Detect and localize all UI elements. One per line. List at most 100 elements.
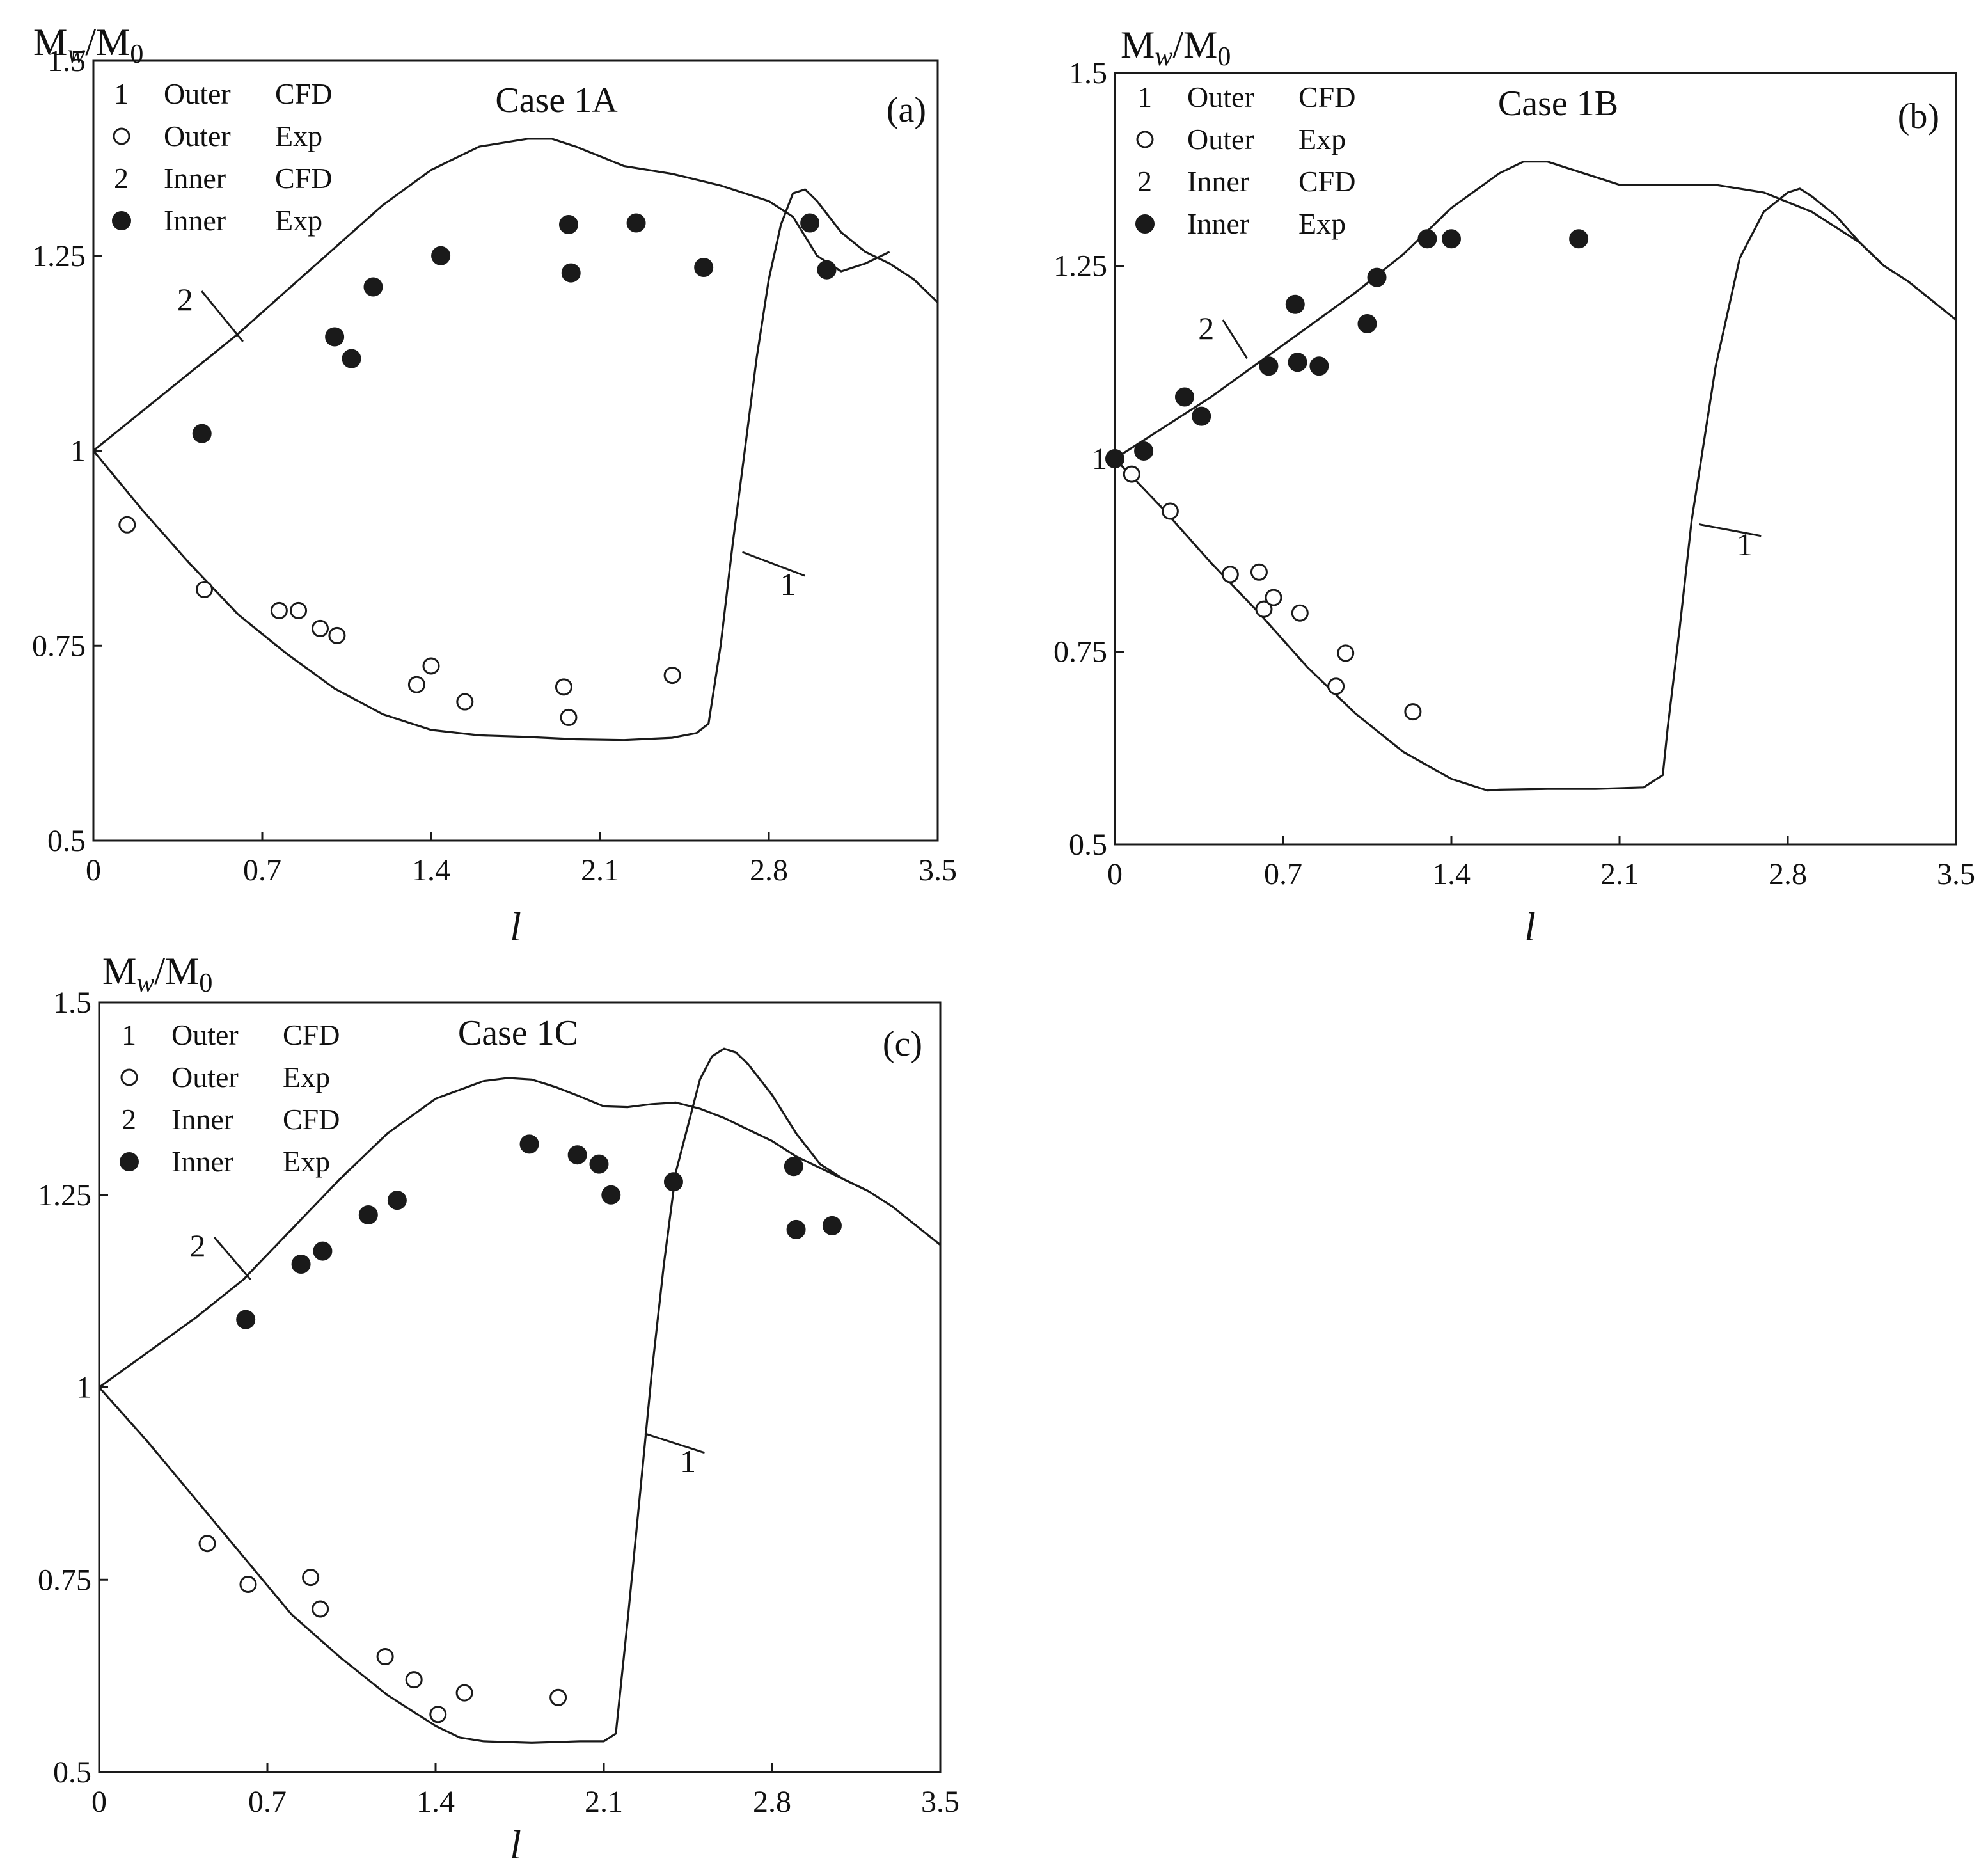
legend-side: Inner (171, 1145, 233, 1178)
outer-exp-point (1161, 502, 1179, 520)
inner-exp-point (1569, 229, 1589, 249)
inner-exp-point (325, 327, 345, 347)
outer-exp-point (290, 601, 308, 619)
legend-side: Outer (164, 77, 231, 110)
legend-open-marker (1136, 131, 1154, 148)
x-tick-label: 2.1 (585, 1785, 623, 1819)
x-ticks: 0 0.7 1.4 2.1 2.8 3.5 (1107, 836, 1975, 891)
legend-open-marker (113, 127, 130, 145)
outer-exp-point (456, 693, 474, 711)
x-axis-title: l (1524, 904, 1536, 949)
panel-c: Mw/M0 Case 1C (c) l 1 Outer CFD Outer Exp 2 In… (38, 950, 959, 1867)
inner-exp-point (192, 424, 212, 443)
outer-cfd-label-leader (1698, 523, 1762, 537)
inner-exp-point (313, 1241, 333, 1261)
outer-exp-point (118, 516, 136, 534)
x-tick-label: 0 (86, 853, 101, 887)
y-tick-label: 1.25 (1053, 250, 1107, 283)
x-tick-label: 1.4 (416, 1785, 455, 1819)
inner-exp-point (1442, 229, 1461, 249)
outer-exp-point (1337, 644, 1355, 662)
outer-cfd-label: 1 (680, 1443, 696, 1479)
legend-filled-marker (1135, 214, 1155, 234)
case-title: Case 1C (458, 1013, 578, 1053)
y-tick-label: 0.5 (47, 824, 86, 858)
inner-cfd-line (92, 138, 890, 452)
x-tick-label: 3.5 (921, 1785, 959, 1819)
y-axis-title: Mw/M0 (1121, 24, 1231, 72)
outer-exp-point (270, 601, 288, 619)
outer-exp-point (455, 1684, 473, 1702)
outer-exp-point (302, 1569, 320, 1587)
outer-cfd-line (1114, 187, 1957, 792)
panel-label: (a) (887, 90, 926, 130)
legend-kind: Exp (275, 204, 322, 237)
x-ticks: 0 0.7 1.4 2.1 2.8 3.5 (91, 1763, 959, 1819)
legend-kind: CFD (1298, 81, 1355, 113)
inner-cfd-label: 2 (177, 281, 193, 317)
legend-kind: CFD (283, 1018, 340, 1051)
x-axis-title: l (510, 1822, 521, 1867)
y-tick-label: 1.5 (47, 44, 86, 78)
x-tick-label: 1.4 (412, 853, 450, 887)
outer-exp-point (328, 626, 346, 644)
x-tick-label: 2.1 (581, 853, 619, 887)
inner-exp-point (1288, 353, 1307, 372)
inner-exp-point (1105, 449, 1124, 468)
y-ticks: 0.5 0.75 1 1.25 1.5 (1053, 56, 1124, 862)
inner-exp-point (558, 214, 578, 234)
y-tick-label: 0.75 (32, 629, 86, 663)
legend: 1 Outer CFD Outer Exp 2 Inner CFD Inner Exp (112, 77, 332, 237)
legend-kind: CFD (275, 77, 332, 110)
inner-cfd-label: 2 (1198, 310, 1214, 346)
outer-exp-point (549, 1688, 567, 1706)
outer-cfd-label: 1 (780, 566, 796, 602)
outer-cfd-label-leader (741, 551, 805, 577)
inner-exp-point (800, 213, 820, 233)
legend-side: Inner (171, 1103, 233, 1136)
legend-open-marker (120, 1068, 138, 1086)
legend-side: Outer (1187, 81, 1254, 113)
y-tick-label: 1 (1092, 442, 1107, 476)
x-tick-label: 2.1 (1600, 857, 1639, 891)
inner-exp-point (784, 1157, 803, 1177)
inner-cfd-label-leader (201, 290, 244, 342)
inner-exp-point (786, 1219, 806, 1239)
outer-exp-point (405, 1671, 423, 1689)
y-tick-label: 1.5 (1069, 56, 1107, 90)
x-tick-label: 2.8 (1769, 857, 1807, 891)
outer-exp-point (1255, 600, 1273, 618)
inner-cfd-label-leader (213, 1237, 251, 1281)
y-axis-title: Mw/M0 (102, 950, 212, 998)
inner-exp-point (663, 1172, 683, 1192)
x-ticks: 0 0.7 1.4 2.1 2.8 3.5 (86, 832, 957, 887)
inner-exp-point (1134, 441, 1154, 461)
inner-exp-point (431, 246, 451, 265)
inner-exp-point (694, 258, 714, 278)
outer-exp-point (1123, 465, 1140, 483)
legend-kind: Exp (283, 1145, 330, 1178)
inner-exp-point (817, 260, 837, 280)
outer-exp-point (195, 580, 213, 598)
inner-exp-point (291, 1255, 311, 1274)
case-title: Case 1A (495, 81, 618, 120)
legend-number: 2 (1137, 165, 1152, 198)
panel-label: (c) (883, 1024, 922, 1064)
legend-kind: Exp (275, 120, 322, 152)
outer-exp-point (422, 657, 440, 675)
inner-exp-point (236, 1310, 256, 1329)
legend-filled-marker (112, 211, 131, 230)
inner-cfd-line (1114, 161, 1885, 460)
legend-kind: CFD (275, 162, 332, 194)
x-tick-label: 0.7 (243, 853, 281, 887)
inner-exp-point (1309, 356, 1329, 376)
x-axis-title: l (510, 904, 521, 949)
x-tick-label: 2.8 (753, 1785, 791, 1819)
case-title: Case 1B (1498, 84, 1618, 123)
y-tick-label: 0.75 (38, 1563, 91, 1597)
inner-exp-point (363, 277, 383, 297)
legend: 1 Outer CFD Outer Exp 2 Inner CFD Inner Exp (1135, 81, 1355, 240)
panel-label: (b) (1898, 97, 1939, 136)
inner-exp-point (1367, 267, 1387, 287)
legend-kind: Exp (1298, 123, 1346, 155)
